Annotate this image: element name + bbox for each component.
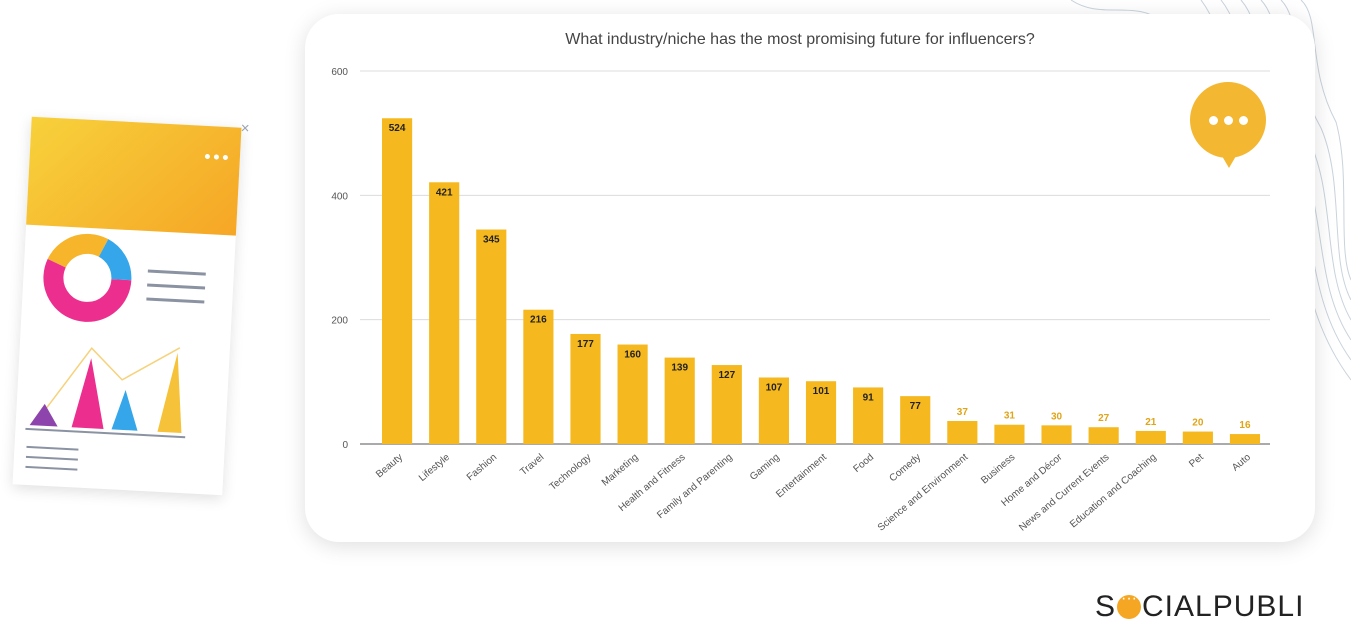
- illustration-graphics: [25, 233, 206, 471]
- value-label: 421: [436, 187, 453, 198]
- value-label: 524: [389, 123, 406, 134]
- value-label: 16: [1239, 420, 1251, 431]
- x-tick-label: Education and Coaching: [1068, 452, 1159, 530]
- bar-beauty: [382, 118, 413, 444]
- x-tick-label: Travel: [518, 452, 546, 478]
- value-label: 30: [1051, 411, 1063, 422]
- bar-travel: [523, 309, 554, 444]
- chart-card: What industry/niche has the most promisi…: [305, 14, 1315, 542]
- value-label: 127: [718, 370, 735, 381]
- dashboard-illustration: ×: [12, 116, 250, 496]
- x-tick-label: Food: [852, 452, 877, 475]
- x-tick-label: Business: [979, 452, 1017, 487]
- bar-comedy: [900, 396, 931, 444]
- donut-chart-icon: [43, 233, 132, 322]
- chat-bubble-icon: [1190, 82, 1266, 168]
- bar-chart: What industry/niche has the most promisi…: [331, 31, 1270, 534]
- bar-business: [994, 424, 1025, 444]
- bar-fashion: [476, 229, 507, 444]
- x-tick-label: News and Current Events: [1017, 452, 1111, 534]
- value-label: 216: [530, 315, 547, 326]
- close-icon: ×: [240, 119, 250, 138]
- more-dots-icon: [201, 153, 229, 161]
- bar-family-and-parenting: [711, 365, 742, 444]
- logo-bubble-icon: [1117, 590, 1142, 619]
- bar-entertainment: [805, 381, 837, 444]
- x-tick-label: Gaming: [748, 452, 782, 483]
- x-tick-label: Auto: [1230, 452, 1253, 474]
- value-label: 77: [910, 401, 922, 412]
- bar-science-and-environment: [947, 420, 978, 444]
- value-label: 37: [957, 407, 969, 418]
- value-label: 160: [624, 350, 641, 361]
- value-label: 345: [483, 235, 500, 246]
- x-tick-label: Pet: [1187, 452, 1206, 470]
- x-tick-label: Lifestyle: [417, 452, 453, 484]
- bar-food: [853, 387, 884, 444]
- bar-home-and-d-cor: [1041, 425, 1072, 444]
- x-tick-label: Comedy: [888, 452, 924, 484]
- value-label: 107: [766, 382, 783, 393]
- chart-title: What industry/niche has the most promisi…: [565, 31, 1035, 48]
- x-tick-label: Entertainment: [774, 452, 829, 501]
- bar-health-and-fitness: [664, 357, 695, 444]
- bar-technology: [570, 333, 601, 444]
- y-tick-label: 0: [342, 440, 348, 451]
- x-tick-label: Science and Environment: [876, 452, 971, 534]
- value-label: 21: [1145, 417, 1157, 428]
- illustration-header: [26, 116, 242, 236]
- bar-pet: [1182, 431, 1213, 444]
- value-label: 31: [1004, 411, 1016, 422]
- y-tick-label: 400: [331, 191, 348, 202]
- bar-gaming: [758, 377, 789, 444]
- x-tick-label: Marketing: [600, 452, 641, 489]
- x-tick-label: Technology: [548, 452, 594, 493]
- logo-text-left: S: [1095, 590, 1117, 623]
- bar-education-and-coaching: [1135, 430, 1166, 444]
- value-label: 27: [1098, 413, 1110, 424]
- text-lines-bottom-icon: [25, 445, 79, 471]
- triangle-chart-icon: [25, 347, 186, 439]
- bar-news-and-current-events: [1088, 427, 1119, 444]
- x-tick-label: Beauty: [374, 452, 405, 480]
- bar-marketing: [617, 344, 648, 444]
- x-tick-label: Fashion: [465, 452, 499, 483]
- value-label: 101: [813, 386, 830, 397]
- value-label: 91: [863, 392, 875, 403]
- value-label: 139: [671, 363, 688, 374]
- y-tick-label: 200: [331, 316, 348, 327]
- logo-text-right: CIALPUBLI: [1142, 590, 1305, 623]
- value-label: 20: [1192, 418, 1204, 429]
- bar-auto: [1229, 434, 1261, 444]
- socialpubli-logo: S CIALPUBLI: [1095, 590, 1304, 624]
- bar-lifestyle: [429, 182, 460, 445]
- value-label: 177: [577, 339, 594, 350]
- y-tick-label: 600: [331, 67, 348, 78]
- text-lines-icon: [146, 269, 206, 304]
